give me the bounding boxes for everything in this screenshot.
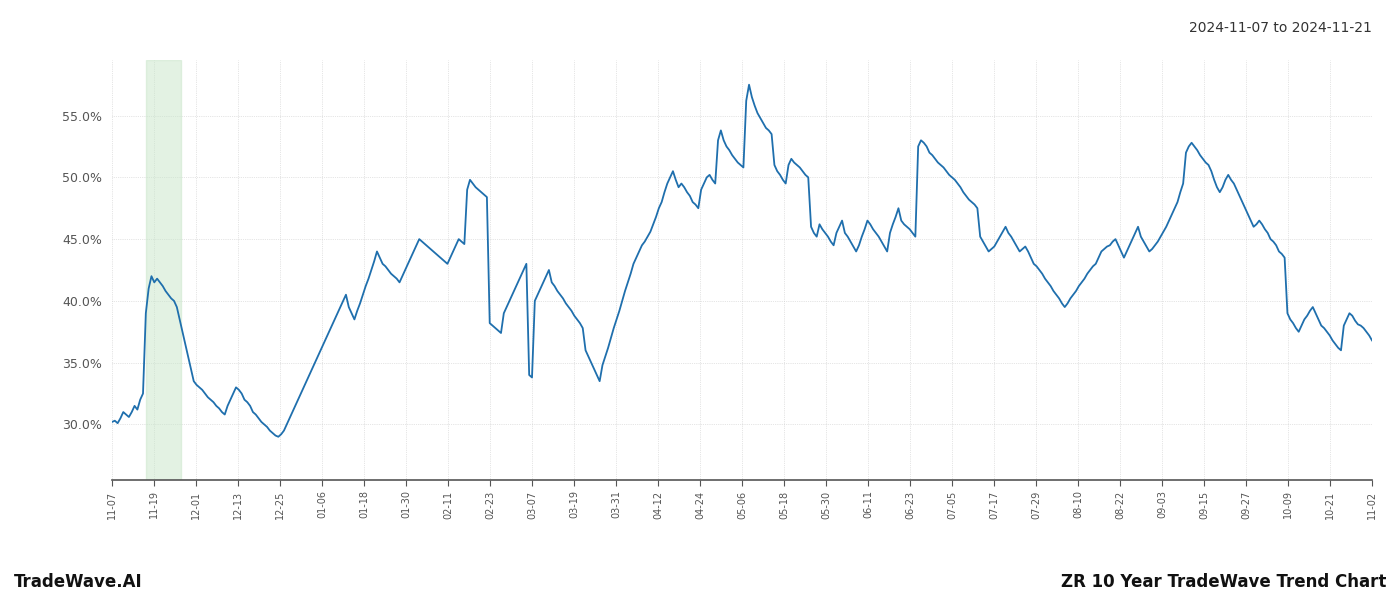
Text: ZR 10 Year TradeWave Trend Chart: ZR 10 Year TradeWave Trend Chart bbox=[1061, 573, 1386, 591]
Text: 2024-11-07 to 2024-11-21: 2024-11-07 to 2024-11-21 bbox=[1189, 21, 1372, 35]
Text: TradeWave.AI: TradeWave.AI bbox=[14, 573, 143, 591]
Bar bbox=[146, 60, 182, 480]
